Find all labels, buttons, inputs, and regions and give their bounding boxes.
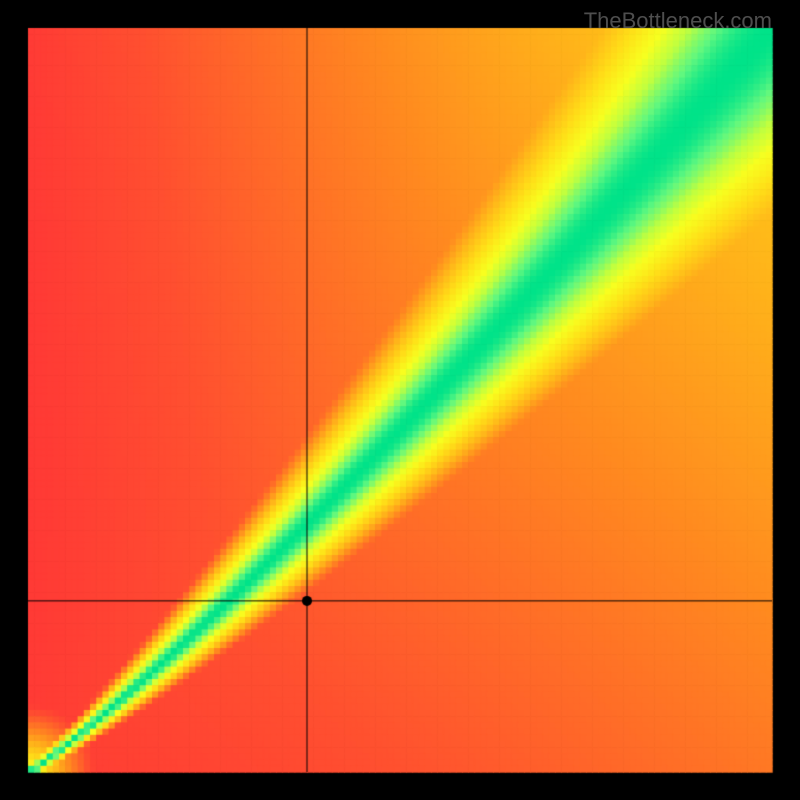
bottleneck-heatmap xyxy=(0,0,800,800)
chart-container: TheBottleneck.com xyxy=(0,0,800,800)
attribution-text: TheBottleneck.com xyxy=(584,8,772,34)
